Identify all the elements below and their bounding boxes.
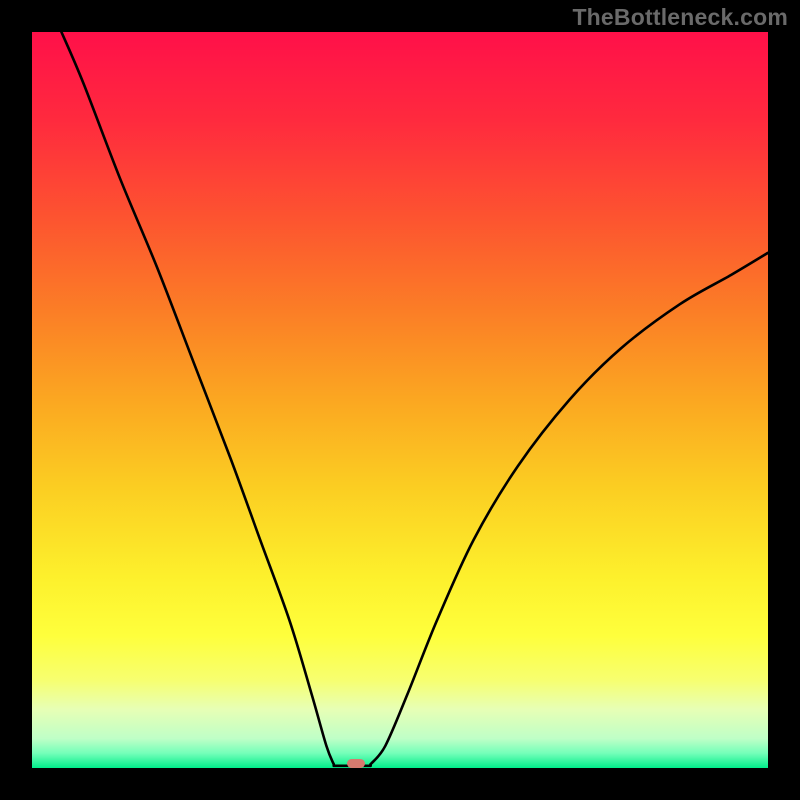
curve-path [61, 32, 333, 764]
curve-path [371, 253, 768, 765]
watermark-text: TheBottleneck.com [572, 4, 788, 31]
vertex-marker [347, 759, 365, 769]
bottleneck-curve [0, 0, 800, 800]
